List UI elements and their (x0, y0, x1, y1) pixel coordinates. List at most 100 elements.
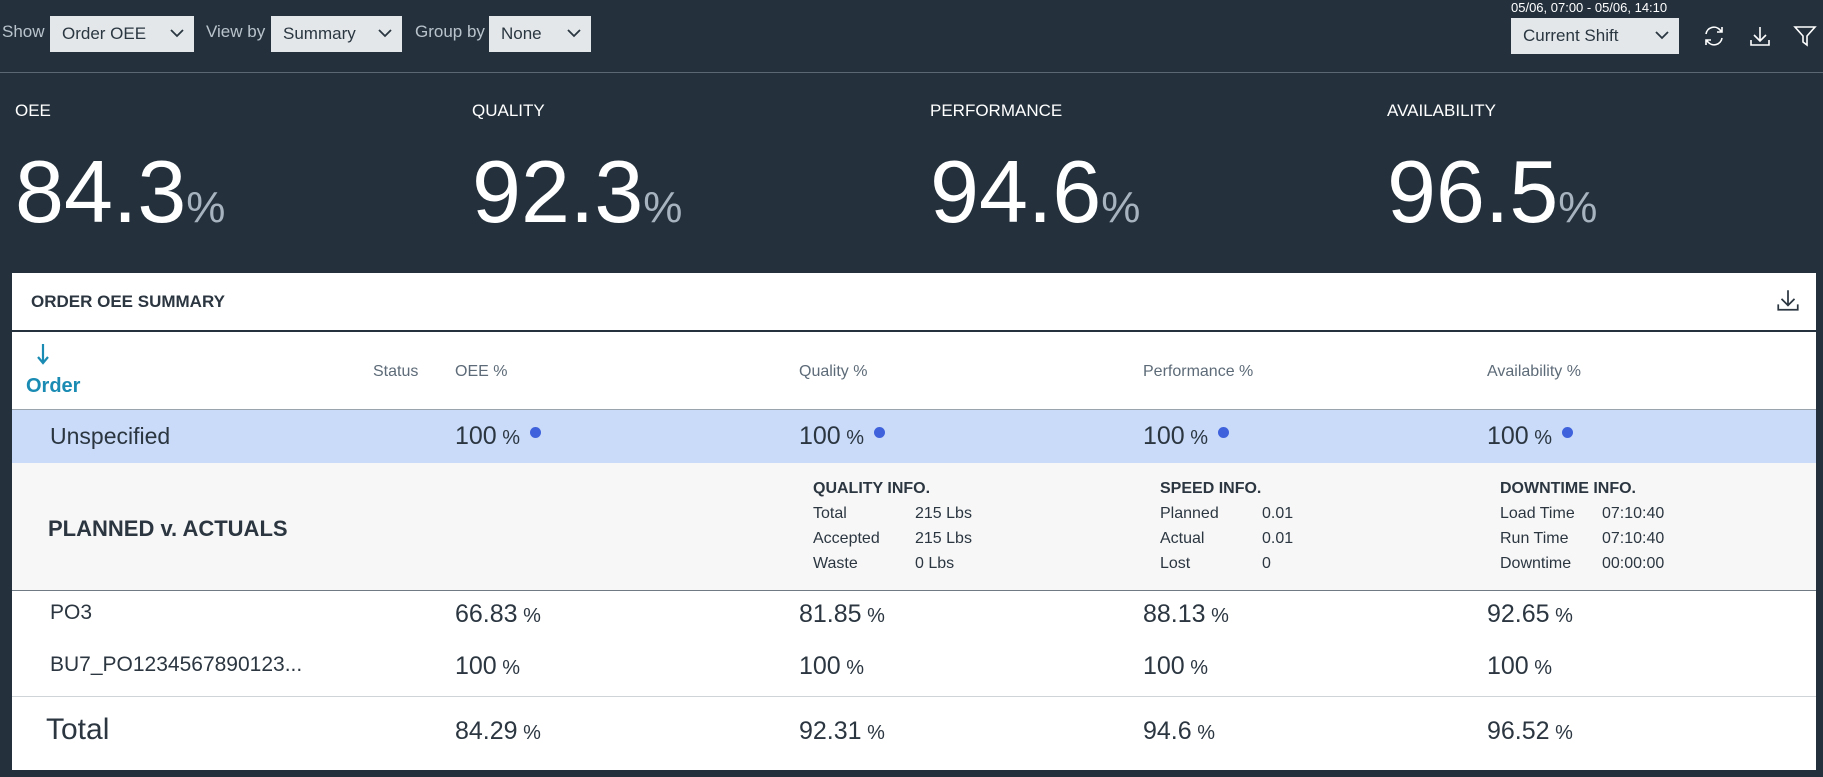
section-key: Lost (1160, 555, 1191, 572)
kpi-number: 96.5 (1387, 142, 1559, 241)
section-title: QUALITY INFO. (813, 480, 931, 497)
section-value: 0.01 (1262, 530, 1294, 547)
value-cell: 92.31 % (799, 717, 885, 746)
unit: % (840, 657, 865, 679)
kpi-value: 96.5% (1387, 148, 1597, 236)
unit: % (1184, 427, 1209, 449)
sort-column[interactable]: Order (26, 375, 81, 397)
section-value: 07:10:40 (1602, 505, 1665, 522)
column-header[interactable]: OEE % (455, 363, 508, 380)
value: 92.65 (1487, 600, 1550, 628)
value-cell: 81.85 % (799, 600, 885, 629)
column-header[interactable]: Quality % (799, 363, 868, 380)
filter-icon[interactable] (1793, 24, 1817, 48)
time-range: 05/06, 07:00 - 05/06, 14:10 (1511, 0, 1668, 15)
value: 100 (799, 422, 841, 450)
kpi-value: 92.3% (472, 148, 682, 236)
section-key: Accepted (813, 530, 880, 547)
details-bg (12, 463, 1816, 591)
header-divider (12, 409, 1816, 410)
status-dot (1218, 427, 1230, 438)
unit: % (1528, 657, 1553, 679)
unit: % (861, 605, 885, 627)
column-header[interactable]: Status (373, 363, 419, 380)
kpi-number: 84.3 (15, 142, 187, 241)
download-icon[interactable] (1748, 24, 1772, 48)
value: 100 (1143, 422, 1185, 450)
unit: % (1549, 722, 1573, 744)
value-cell: 96.52 % (1487, 717, 1573, 746)
section-key: Waste (813, 555, 858, 572)
kpi-unit: % (1101, 183, 1141, 232)
status-dot (530, 427, 542, 438)
unit: % (1191, 722, 1216, 744)
kpi-label: QUALITY (472, 101, 545, 120)
section-value: 00:00:00 (1602, 555, 1665, 572)
value-cell: 100 % (1487, 652, 1552, 681)
value: 94.6 (1143, 717, 1192, 745)
value: 96.52 (1487, 717, 1550, 745)
group-label: Group by (415, 22, 485, 41)
order-name: Unspecified (50, 423, 171, 449)
section-value: 0 Lbs (915, 555, 955, 572)
unit: % (1549, 605, 1573, 627)
sort-arrow (37, 344, 49, 365)
chevron (170, 29, 184, 38)
value-cell: 92.65 % (1487, 600, 1573, 629)
show-dropdown[interactable]: Order OEE (50, 16, 194, 52)
group-dropdown[interactable]: None (489, 16, 591, 52)
unit: % (1205, 605, 1229, 627)
kpi-number: 94.6 (930, 142, 1102, 241)
export-icon[interactable] (1775, 287, 1801, 313)
section-value: 215 Lbs (915, 530, 972, 547)
unit: % (1528, 427, 1553, 449)
value-cell: 100 % (799, 422, 886, 451)
value: 88.13 (1143, 600, 1206, 628)
order-name: BU7_PO1234567890123... (50, 653, 303, 676)
chevron (378, 29, 392, 38)
kpi-unit: % (1558, 183, 1598, 232)
value-cell: 100 % (1143, 652, 1208, 681)
value-cell: 100 % (799, 652, 864, 681)
show-label: Show (2, 22, 45, 41)
section-key: Actual (1160, 530, 1205, 547)
column-header[interactable]: Availability % (1487, 363, 1581, 380)
shift-dropdown[interactable]: Current Shift (1511, 18, 1679, 54)
kpi-label: AVAILABILITY (1387, 101, 1496, 120)
panel-title: ORDER OEE SUMMARY (31, 292, 225, 311)
section-title: SPEED INFO. (1160, 480, 1262, 497)
kpi-unit: % (186, 183, 226, 232)
status-dot (1562, 427, 1574, 438)
total-label: Total (46, 713, 110, 746)
details-title: PLANNED v. ACTUALS (48, 516, 288, 541)
value: 100 (1487, 652, 1529, 680)
order-name: PO3 (50, 601, 93, 624)
refresh-icon[interactable] (1702, 24, 1726, 48)
value-cell: 100 % (455, 652, 520, 681)
unit: % (840, 427, 865, 449)
kpi-value: 94.6% (930, 148, 1140, 236)
total-divider (12, 696, 1816, 697)
view-dropdown[interactable]: Summary (271, 16, 402, 52)
section-key: Load Time (1500, 505, 1575, 522)
value: 92.31 (799, 717, 862, 745)
value-cell: 100 % (455, 422, 542, 451)
value-cell: 94.6 % (1143, 717, 1215, 746)
section-value: 0.01 (1262, 505, 1294, 522)
toolbar-divider (0, 72, 1823, 73)
kpi-label: OEE (15, 101, 51, 120)
status-dot (874, 427, 886, 438)
unit: % (517, 605, 541, 627)
unit: % (861, 722, 885, 744)
value: 100 (455, 422, 497, 450)
chevron (1655, 31, 1669, 40)
chevron (567, 29, 581, 38)
section-value: 07:10:40 (1602, 530, 1665, 547)
title-divider (12, 330, 1816, 332)
column-header[interactable]: Performance % (1143, 363, 1254, 380)
section-key: Total (813, 505, 847, 522)
section-key: Planned (1160, 505, 1219, 522)
section-key: Run Time (1500, 530, 1569, 547)
view-label: View by (206, 22, 266, 41)
unit: % (517, 722, 541, 744)
